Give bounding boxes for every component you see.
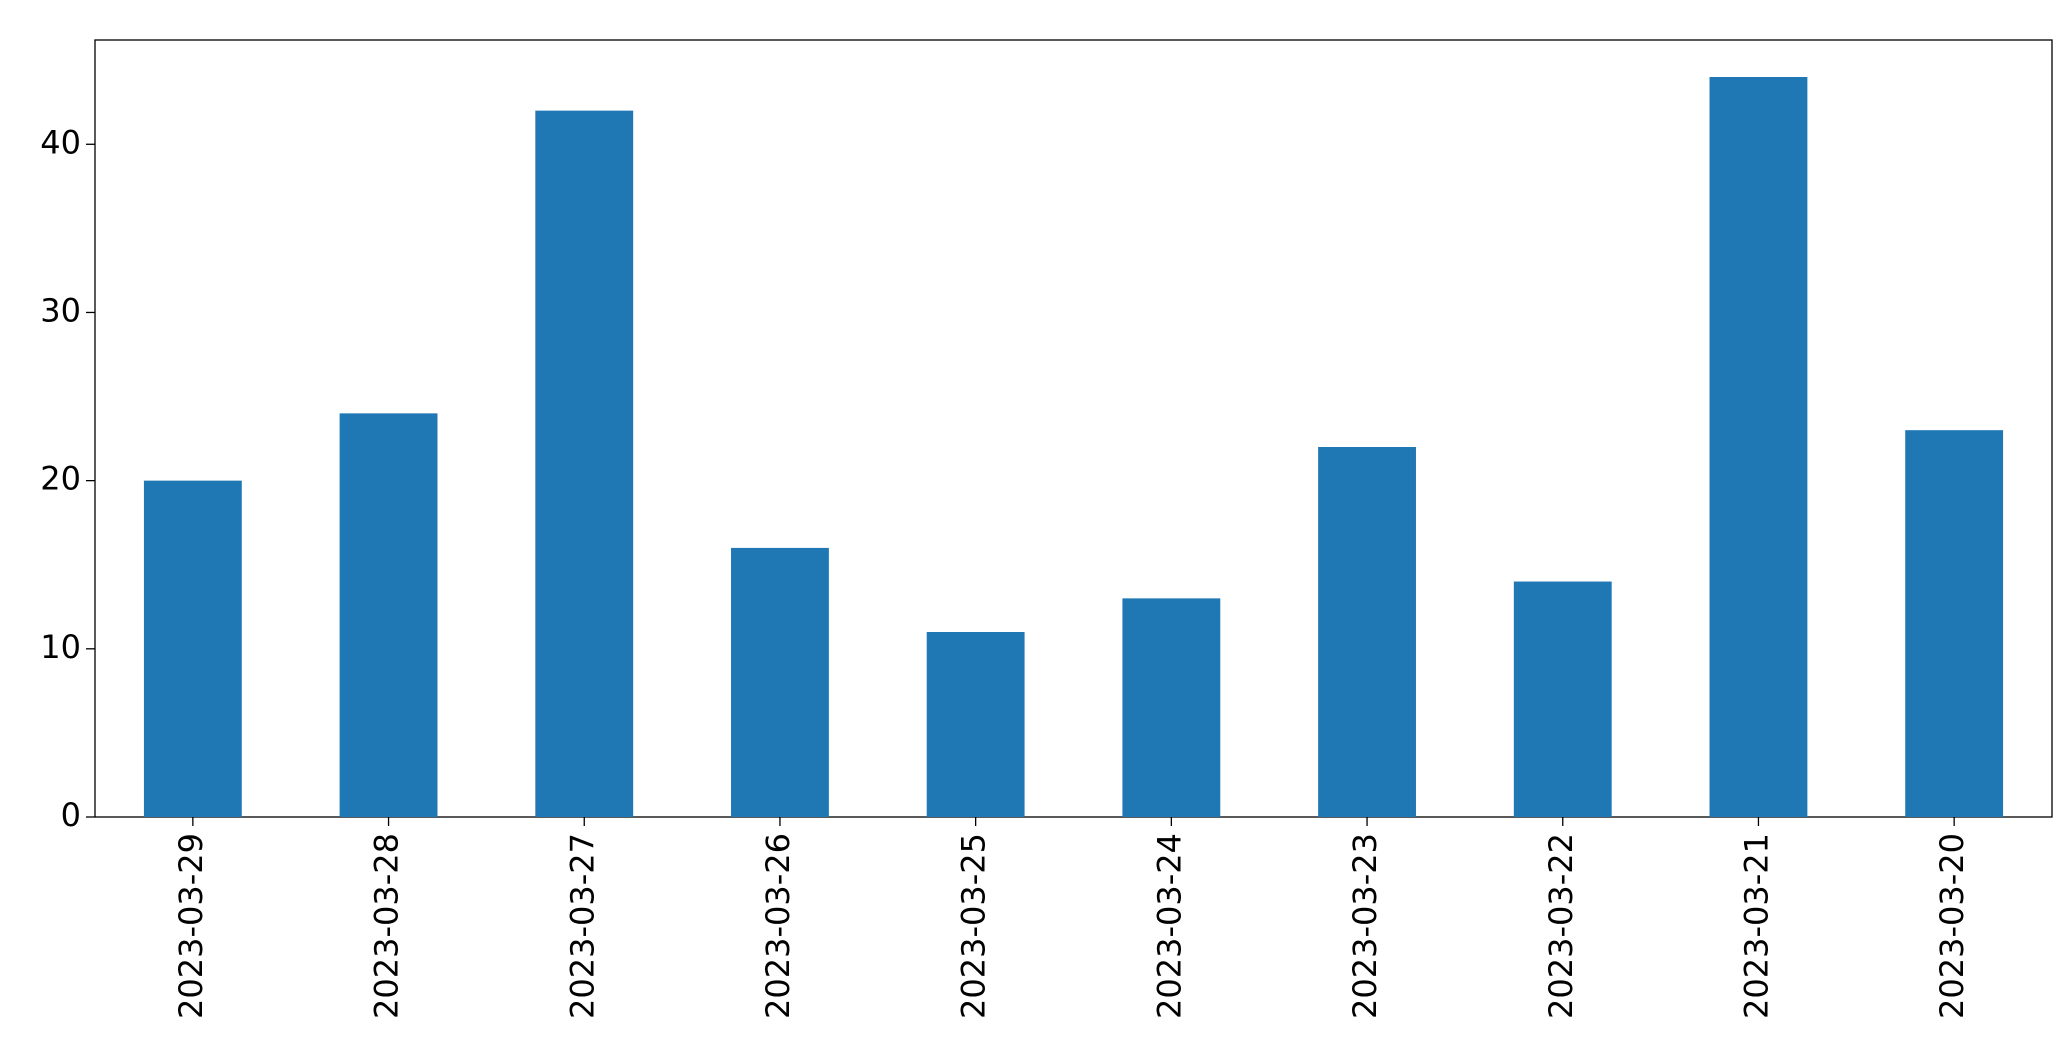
x-tick-label: 2023-03-25 [955,833,993,1019]
bar [339,413,438,817]
bar [535,110,634,818]
x-tick-label: 2023-03-24 [1150,833,1188,1019]
bar [1905,430,2004,817]
y-tick-label: 20 [40,460,81,498]
bar [1318,447,1416,817]
x-tick-label: 2023-03-28 [368,833,406,1019]
y-tick-label: 30 [40,291,81,329]
x-tick-label: 2023-03-20 [1933,833,1971,1019]
bar [1513,581,1612,817]
bar [731,547,829,817]
y-tick-label: 40 [40,123,81,161]
y-tick-label: 0 [61,796,81,834]
bar [143,480,242,817]
y-tick-label: 10 [40,628,81,666]
bar [926,632,1025,817]
bar [1709,77,1808,817]
x-tick-label: 2023-03-21 [1737,833,1775,1019]
bar [1122,598,1221,817]
x-tick-label: 2023-03-26 [759,833,797,1019]
plot-frame [94,39,2053,818]
x-tick-label: 2023-03-23 [1346,833,1384,1019]
x-tick-label: 2023-03-27 [563,833,601,1019]
x-tick-label: 2023-03-29 [172,833,210,1019]
x-tick-label: 2023-03-22 [1542,833,1580,1019]
